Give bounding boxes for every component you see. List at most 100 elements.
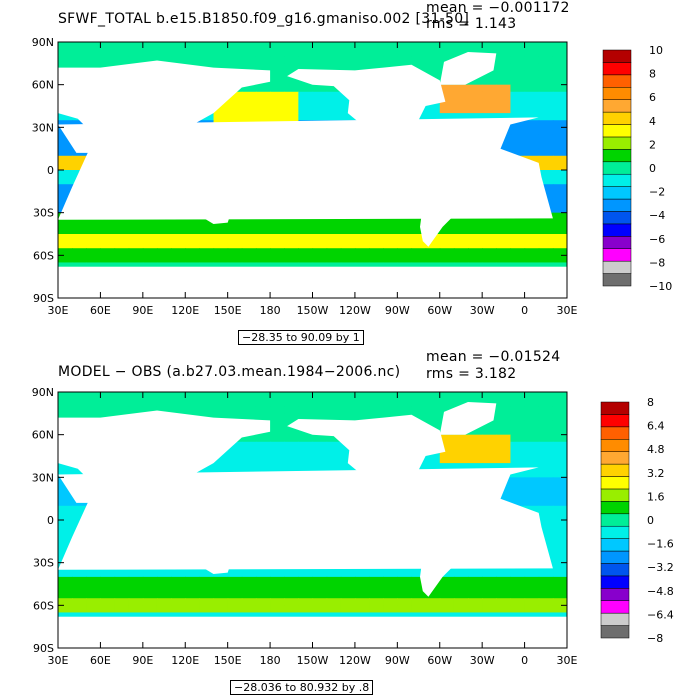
field-cell — [156, 591, 172, 599]
colorbar-label: −10 — [649, 280, 672, 293]
field-cell — [326, 591, 342, 599]
field-cell — [312, 569, 328, 578]
field-cell — [171, 226, 186, 235]
field-cell — [538, 177, 554, 185]
colorbar-box — [602, 124, 632, 138]
field-cell — [185, 248, 200, 256]
field-cell — [270, 262, 285, 271]
field-cell — [58, 576, 73, 585]
colorbar-box — [602, 62, 632, 76]
field-cell — [482, 219, 497, 228]
field-cell — [227, 91, 243, 100]
field-cell — [482, 248, 497, 256]
field-cell — [439, 598, 455, 606]
field-cell — [524, 98, 540, 107]
field-cell — [340, 392, 356, 400]
field-cell — [496, 42, 512, 50]
field-cell — [496, 406, 512, 414]
field-cell — [185, 234, 200, 242]
field-cell — [58, 141, 73, 150]
field-cell — [453, 248, 469, 256]
field-cell — [383, 56, 398, 64]
field-cell — [397, 598, 413, 606]
colorbar-label: −2 — [649, 186, 665, 199]
field-cell — [397, 612, 413, 621]
field-cell — [255, 234, 271, 242]
field-cell — [468, 441, 483, 450]
field-cell — [227, 576, 243, 585]
field-cell — [538, 434, 554, 443]
field-cell — [524, 392, 540, 400]
field-cell — [354, 605, 370, 614]
field-cell — [58, 262, 73, 271]
field-cell — [425, 106, 441, 114]
field-cell — [171, 234, 186, 242]
field-cell — [298, 42, 314, 50]
field-cell — [270, 42, 285, 50]
colorbar-label: 4 — [649, 115, 656, 128]
field-cell — [100, 219, 116, 228]
field-cell — [100, 598, 116, 606]
field-cell — [468, 576, 483, 585]
field-cell — [510, 255, 526, 264]
field-cell — [524, 141, 540, 150]
field-cell — [58, 162, 73, 171]
field-cell — [397, 42, 413, 50]
field-cell — [453, 463, 469, 471]
field-cell — [241, 598, 257, 606]
field-cell — [171, 605, 186, 614]
field-cell — [453, 399, 469, 407]
field-cell — [397, 392, 413, 400]
field-cell — [411, 413, 427, 422]
field-cell — [128, 234, 144, 242]
field-cell — [298, 413, 314, 422]
lat-tick-label: 0 — [47, 514, 54, 527]
field-cell — [453, 91, 469, 100]
field-cell — [58, 591, 73, 599]
field-cell — [340, 42, 356, 50]
field-cell — [326, 434, 342, 443]
field-cell — [354, 56, 370, 64]
field-cell — [369, 392, 384, 400]
field-cell — [58, 170, 73, 178]
field-cell — [524, 106, 540, 114]
field-cell — [227, 106, 243, 114]
field-cell — [213, 399, 229, 407]
field-cell — [468, 591, 483, 599]
field-cell — [58, 612, 73, 621]
field-cell — [439, 98, 455, 107]
field-cell — [128, 598, 144, 606]
field-cell — [199, 584, 215, 592]
field-cell — [298, 106, 314, 114]
field-cell — [369, 413, 384, 422]
field-cell — [185, 42, 200, 50]
field-cell — [213, 42, 229, 50]
field-cell — [411, 569, 427, 578]
field-cell — [510, 148, 526, 157]
field-cell — [128, 406, 144, 414]
field-cell — [510, 456, 526, 464]
field-cell — [213, 569, 229, 578]
field-cell — [298, 113, 314, 121]
field-cell — [524, 491, 540, 500]
field-cell — [482, 241, 497, 249]
colorbar-label: −4.8 — [647, 585, 674, 598]
field-cell — [142, 241, 158, 249]
field-cell — [496, 441, 512, 450]
field-cell — [58, 392, 73, 400]
field-cell — [340, 49, 356, 57]
field-cell — [326, 456, 342, 464]
field-cell — [326, 399, 342, 407]
field-cell — [213, 605, 229, 614]
field-cell — [552, 456, 567, 464]
field-cell — [496, 219, 512, 228]
field-cell — [227, 98, 243, 107]
field-cell — [156, 226, 172, 235]
field-cell — [397, 399, 413, 407]
field-cell — [439, 255, 455, 264]
field-cell — [468, 569, 483, 578]
field-cell — [552, 184, 567, 192]
field-cell — [369, 591, 384, 599]
field-cell — [312, 98, 328, 107]
field-cell — [552, 56, 567, 64]
